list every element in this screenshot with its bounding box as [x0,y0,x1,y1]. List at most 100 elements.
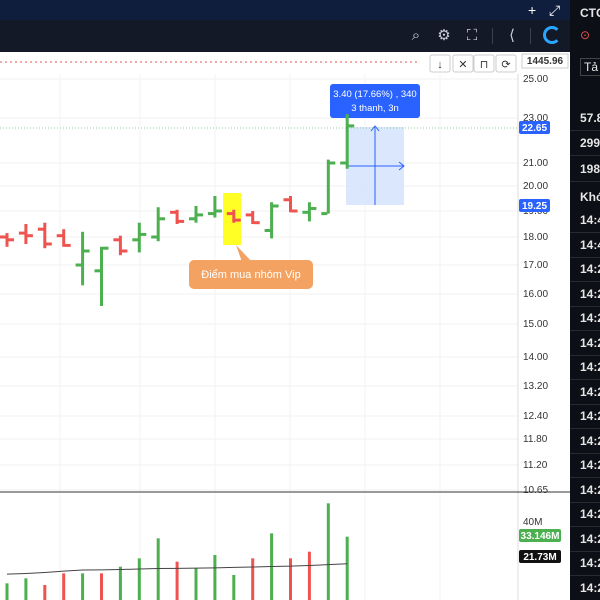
annotation-bubble[interactable] [189,260,313,289]
zoom-search-icon[interactable]: ⌕ [411,27,421,44]
expand-icon[interactable]: ⤢ [549,2,561,18]
ohlc-bar[interactable] [207,196,222,218]
ohlc-bar[interactable] [151,207,166,242]
ohlc-bar-close-tick [102,246,109,250]
ohlc-bar-range [289,196,292,213]
panel-time-row: 14:2 [580,311,600,325]
ohlc-bar[interactable] [302,202,317,222]
ohlc-bar[interactable] [18,224,33,244]
panel-tab[interactable]: Tả [580,58,600,76]
volume-bar[interactable] [213,555,217,600]
price-axis: 25.0023.0021.0020.0019.0018.0017.0016.00… [523,74,548,496]
settings-icon[interactable]: ⚙ [437,27,451,44]
ohlc-bar[interactable] [264,202,279,239]
ohlc-bar[interactable] [56,229,71,247]
volume-bar[interactable] [100,573,103,600]
buy-point-highlight [223,193,241,245]
ohlc-bar-close-tick [26,234,33,238]
volume-bar[interactable] [232,575,236,600]
current-price-badge [519,121,550,134]
ohlc-bar[interactable] [283,196,298,213]
price-tick-label: 11.20 [523,460,548,471]
ohlc-bar-range [156,207,160,242]
ohlc-bar-range [270,202,274,239]
close-icon: ✕ [458,59,467,71]
volume-bar[interactable] [326,503,330,600]
volume-bar[interactable] [43,585,47,600]
ohlc-bar[interactable] [340,114,355,169]
panel-row-divider [570,232,600,233]
ohlc-bar-range [62,229,66,247]
volume-bar[interactable] [345,536,349,600]
ohlc-bar[interactable] [37,222,52,249]
panel-row-divider [570,526,600,527]
panel-value: 57.8 [580,111,600,125]
price-tick-label: 25.00 [523,74,548,85]
ohlc-bar[interactable] [245,211,260,225]
volume-bar[interactable] [175,561,179,600]
ohlc-bar-close-tick [272,204,279,208]
ohlc-bar[interactable] [0,233,14,247]
ohlc-bar-close-tick [64,243,71,247]
volume-bar[interactable] [156,538,160,600]
ohlc-bar-range [232,209,236,223]
panel-time-row: 14:2 [580,433,600,448]
refresh-button[interactable] [495,54,517,73]
lower-price-badge [519,199,550,212]
share-icon[interactable]: ⟨ [509,27,515,44]
ohlc-bar-range [307,202,311,222]
ohlc-bar-open-tick [170,210,177,214]
volume-bar[interactable] [118,566,122,600]
fullscreen-icon[interactable]: ⛶ [466,27,478,44]
volume-bar[interactable] [24,578,28,600]
ohlc-bar[interactable] [170,209,185,224]
ohlc-bar[interactable] [113,235,128,256]
price-tick-label: 11.80 [523,434,548,445]
panel-row-divider [570,550,600,552]
volume-bar[interactable] [62,573,66,600]
ohlc-bar[interactable] [189,206,203,223]
brand-logo-icon[interactable] [543,26,561,44]
panel-time-row: 14:2 [580,580,600,595]
ohlc-bar-close-tick [197,213,203,217]
ohlc-bar[interactable] [132,222,147,253]
chart-area[interactable]: ↓ ✕ ⊓ ⟳ 1445.96 3.40 (17.66%) , 340 3 th… [0,52,570,600]
ohlc-bar-close-tick [215,209,222,213]
volume-bar[interactable] [81,573,85,600]
ohlc-bar-close-tick [310,207,317,210]
ohlc-bar[interactable] [321,159,336,216]
ohlc-bar[interactable] [75,231,90,286]
annotation-pointer [236,245,252,262]
ohlc-bar-range [118,235,122,256]
ohlc-bar-close-tick [140,232,147,236]
panel-row-divider [570,330,600,331]
volume-axis-tick: 40M [523,517,542,528]
panel-row-divider [570,501,600,503]
ohlc-bar-range [194,206,198,223]
volume-bar[interactable] [194,568,198,600]
volume-bar[interactable] [251,558,255,600]
ohlc-bar-close-tick [178,219,185,223]
ohlc-bar[interactable] [226,209,241,223]
volume-bar[interactable] [307,551,311,600]
arrow-down-button[interactable] [429,54,451,73]
panel-row-divider [570,575,600,576]
volume-bar[interactable] [137,558,141,600]
restore-button[interactable] [473,54,495,73]
ohlc-bar[interactable] [94,246,109,306]
toolbar-divider [492,28,493,44]
current-price-badge-label: 22.65 [522,123,547,134]
ohlc-bar-close-tick [234,218,241,222]
price-tick-label: 18.00 [523,232,548,243]
price-tick-label: 12.40 [523,411,548,422]
price-tick-label: 14.00 [523,352,548,363]
annotation-text: Điểm mua nhóm Vip [201,269,300,281]
volume-bar[interactable] [5,583,9,600]
close-button[interactable] [452,54,474,73]
status-circle-icon: ⊙ [580,28,591,42]
plus-icon[interactable]: + [528,2,537,18]
price-chart[interactable]: ↓ ✕ ⊓ ⟳ 1445.96 3.40 (17.66%) , 340 3 th… [0,52,570,600]
arrow-down-icon: ↓ [437,59,443,71]
volume-bar[interactable] [289,558,292,600]
panel-time-row: 14:2 [580,556,600,570]
